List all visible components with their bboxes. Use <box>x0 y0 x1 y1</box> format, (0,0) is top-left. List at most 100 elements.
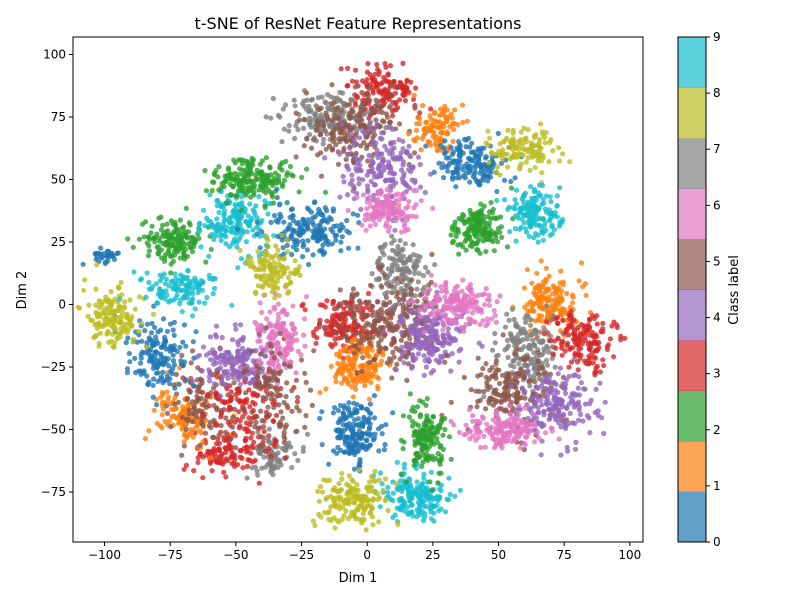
scatter-point <box>467 144 473 150</box>
scatter-point <box>432 282 438 288</box>
scatter-point <box>186 407 192 413</box>
scatter-point <box>346 500 352 506</box>
scatter-point <box>407 335 413 342</box>
scatter-point <box>346 473 352 479</box>
scatter-point <box>479 292 486 298</box>
scatter-point <box>354 495 361 501</box>
scatter-point <box>221 437 227 443</box>
scatter-point <box>316 321 323 327</box>
scatter-point <box>410 96 417 102</box>
scatter-point <box>354 482 360 488</box>
scatter-point <box>259 218 265 224</box>
scatter-point <box>238 256 244 262</box>
scatter-point <box>235 218 241 224</box>
scatter-point <box>406 89 412 96</box>
scatter-point <box>206 449 212 455</box>
scatter-point <box>463 321 469 327</box>
scatter-point <box>222 400 228 406</box>
scatter-point <box>268 115 274 121</box>
scatter-point <box>303 379 309 385</box>
scatter-point <box>232 202 238 208</box>
scatter-point <box>431 109 438 115</box>
scatter-point <box>413 127 420 133</box>
scatter-point <box>336 488 342 494</box>
scatter-point <box>328 363 334 369</box>
scatter-point <box>389 178 395 184</box>
scatter-point <box>379 159 385 166</box>
scatter-point <box>334 305 340 311</box>
scatter-point <box>318 150 324 156</box>
scatter-point <box>396 296 402 302</box>
scatter-point <box>179 422 185 428</box>
scatter-point <box>411 270 418 277</box>
scatter-point <box>149 223 155 229</box>
scatter-point <box>402 349 408 355</box>
scatter-point <box>185 417 191 424</box>
scatter-point <box>281 433 287 439</box>
scatter-point <box>288 270 294 276</box>
scatter-point <box>488 169 494 175</box>
scatter-point <box>375 155 381 161</box>
scatter-point <box>412 105 418 111</box>
scatter-point <box>166 245 172 251</box>
scatter-point <box>264 280 270 286</box>
scatter-point <box>94 325 100 331</box>
scatter-point <box>443 289 450 295</box>
scatter-point <box>395 290 401 296</box>
scatter-point <box>171 362 178 368</box>
scatter-point <box>243 239 249 245</box>
scatter-point <box>216 209 222 216</box>
scatter-point <box>240 345 246 351</box>
scatter-point <box>319 94 325 100</box>
scatter-point <box>160 406 167 412</box>
scatter-point <box>354 194 360 200</box>
scatter-point <box>443 279 449 285</box>
scatter-point <box>303 90 310 96</box>
scatter-point <box>295 348 301 354</box>
scatter-point <box>211 450 217 456</box>
scatter-point <box>377 191 383 197</box>
scatter-point <box>440 432 446 438</box>
scatter-point <box>367 360 373 366</box>
scatter-point <box>395 275 401 281</box>
scatter-point <box>451 126 457 133</box>
scatter-point <box>93 286 99 292</box>
scatter-point <box>263 325 269 331</box>
scatter-point <box>193 329 199 335</box>
scatter-point <box>229 461 235 467</box>
scatter-point <box>463 301 470 307</box>
scatter-point <box>413 214 419 220</box>
scatter-point <box>245 260 251 266</box>
scatter-point <box>367 410 374 416</box>
scatter-point <box>368 510 374 516</box>
scatter-point <box>430 205 436 211</box>
scatter-point <box>409 213 415 219</box>
scatter-point <box>420 102 426 109</box>
scatter-point <box>336 136 343 142</box>
scatter-point <box>411 205 417 211</box>
scatter-point <box>153 334 159 340</box>
scatter-point <box>330 410 336 416</box>
scatter-point <box>422 189 428 196</box>
scatter-point <box>433 456 439 462</box>
scatter-point <box>411 433 417 439</box>
scatter-point <box>242 168 249 174</box>
scatter-point <box>370 129 377 135</box>
scatter-point <box>442 138 448 144</box>
scatter-point <box>430 504 437 510</box>
scatter-point <box>98 245 104 251</box>
scatter-point <box>246 387 252 393</box>
scatter-point <box>267 309 273 315</box>
scatter-point <box>422 441 428 447</box>
scatter-point <box>184 397 190 403</box>
scatter-point <box>337 494 343 500</box>
scatter-point <box>412 488 419 494</box>
scatter-point <box>291 97 297 103</box>
scatter-point <box>437 461 443 467</box>
scatter-point <box>369 213 375 219</box>
scatter-point <box>197 220 203 226</box>
scatter-point <box>353 386 359 392</box>
scatter-point <box>129 314 135 320</box>
scatter-point <box>380 201 386 207</box>
scatter-point <box>210 434 216 440</box>
